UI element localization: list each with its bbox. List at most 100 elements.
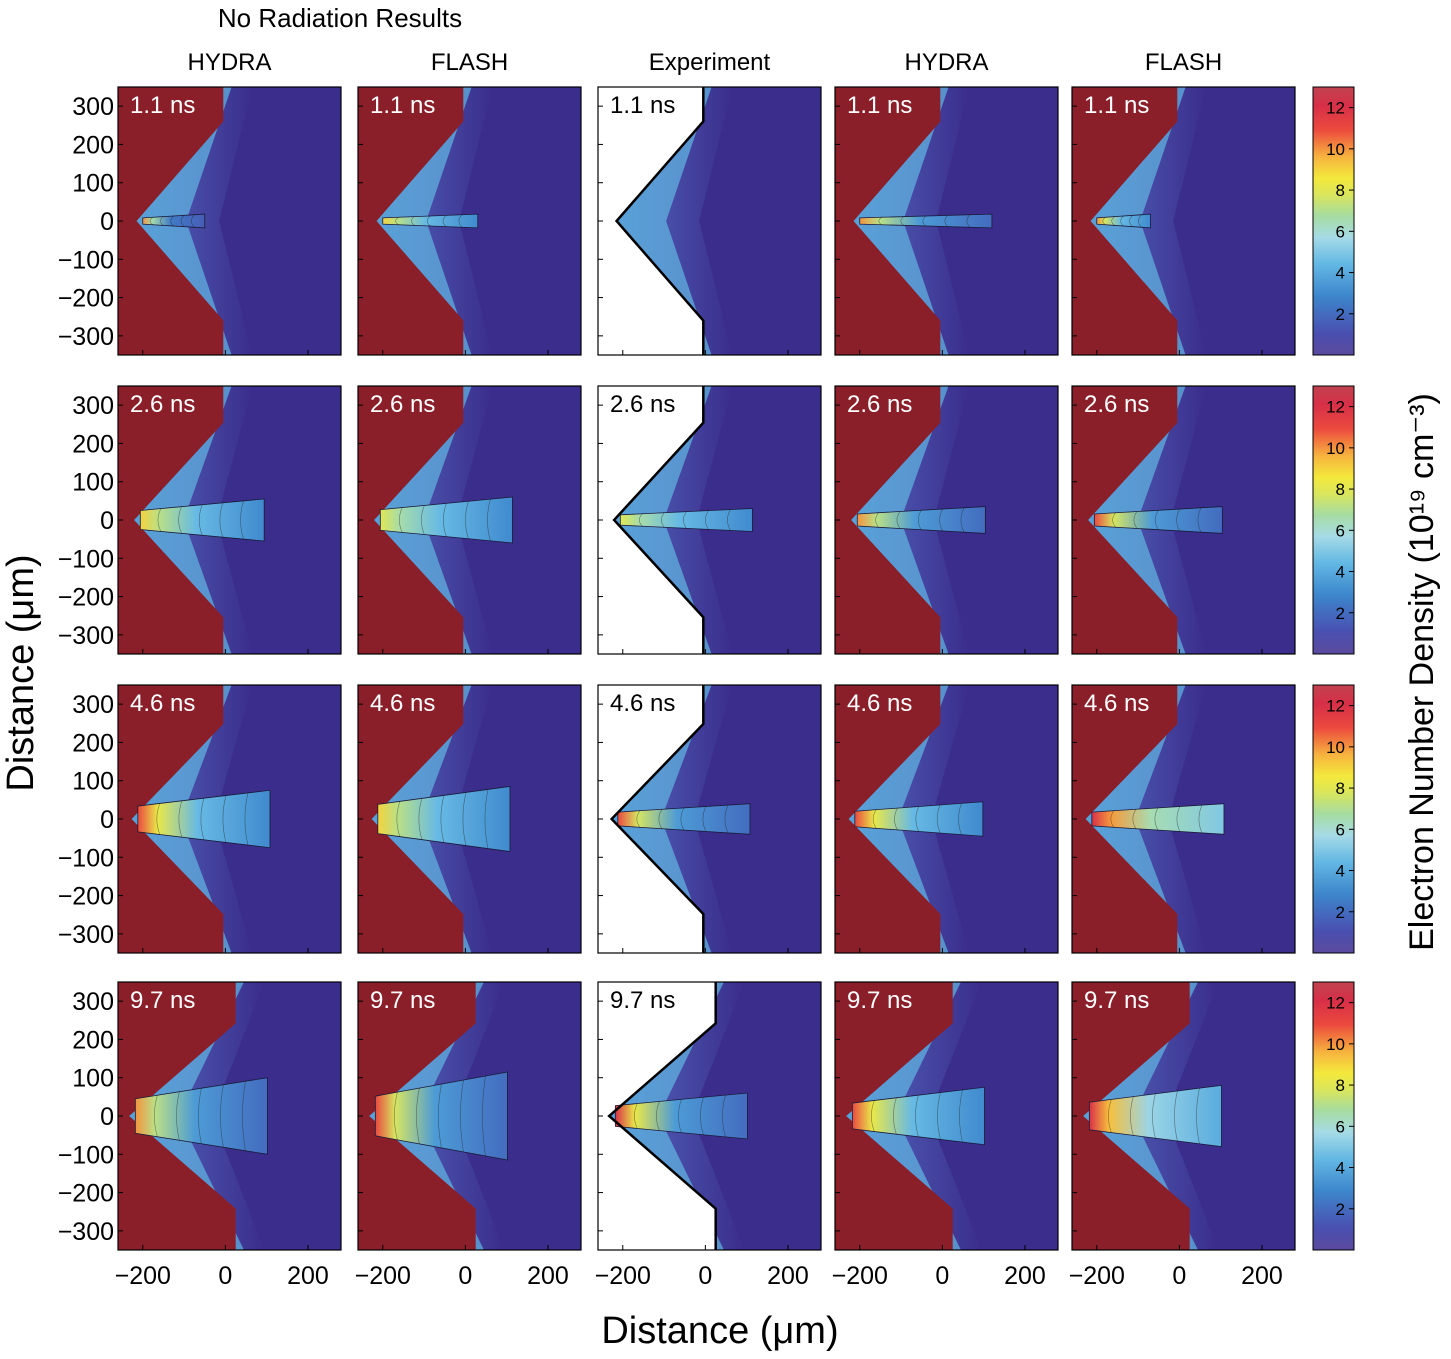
contour-line	[465, 501, 469, 539]
heatmap-panel: 4.6 ns	[835, 685, 1058, 953]
contour-line	[395, 217, 399, 225]
time-label: 1.1 ns	[370, 92, 435, 119]
colorbar-tick-label: 4	[1336, 264, 1345, 283]
dense-target-region	[835, 386, 941, 654]
contour-line	[191, 214, 195, 228]
time-label: 2.6 ns	[130, 391, 195, 418]
y-tick-label: −200	[58, 1180, 114, 1208]
contour-line	[460, 1079, 464, 1153]
time-label: 2.6 ns	[370, 391, 435, 418]
contour-line	[462, 792, 467, 846]
contour-line	[394, 1092, 398, 1140]
y-tick-label: −300	[58, 1218, 114, 1246]
colorbar-label: Electron Number Density (10¹⁹ cm⁻³)	[1403, 393, 1441, 951]
heatmap-panel: 4.6 ns	[358, 685, 581, 953]
contour-line	[440, 795, 445, 843]
x-tick-label: 200	[1241, 1262, 1283, 1290]
contour-line	[484, 789, 489, 849]
colorbar-tick-label: 12	[1326, 398, 1345, 417]
y-tick-label: −200	[58, 285, 114, 313]
colorbar-tick-label: 2	[1336, 1200, 1345, 1219]
jet-plume	[374, 1071, 508, 1161]
dense-target-region	[1072, 982, 1190, 1250]
colorbar-tick-label: 8	[1336, 1076, 1345, 1095]
x-tick-label: −200	[115, 1262, 171, 1290]
colorbar-tick-label: 8	[1336, 181, 1345, 200]
y-tick-label: 300	[72, 392, 114, 420]
heatmap-panel: 9.7 ns	[358, 982, 581, 1250]
x-tick-label: 0	[1172, 1262, 1186, 1290]
y-tick-label: −100	[58, 545, 114, 573]
jet-plume	[139, 498, 265, 542]
time-label: 4.6 ns	[1084, 690, 1149, 717]
dense-target-region	[118, 87, 224, 355]
y-tick-label: −100	[58, 844, 114, 872]
colorbar-tick-label: 6	[1336, 521, 1345, 540]
contour-line	[936, 804, 941, 834]
x-tick-label: 0	[458, 1262, 472, 1290]
contour-line	[875, 512, 879, 528]
target-wall-outline	[612, 386, 705, 654]
colorbar-tick-label: 6	[1336, 1117, 1345, 1136]
colorbar-tick-label: 10	[1326, 1035, 1345, 1054]
colorbar-tick-label: 10	[1326, 439, 1345, 458]
time-label: 4.6 ns	[370, 690, 435, 717]
time-label: 4.6 ns	[610, 690, 675, 717]
y-tick-label: 300	[72, 691, 114, 719]
time-label: 2.6 ns	[1084, 391, 1149, 418]
time-label: 1.1 ns	[1084, 92, 1149, 119]
time-label: 4.6 ns	[130, 690, 195, 717]
dense-target-region	[358, 87, 464, 355]
contour-line	[1176, 508, 1180, 532]
jet-plume	[619, 508, 753, 532]
contour-line	[178, 506, 182, 534]
figure-title: No Radiation Results	[218, 3, 462, 33]
colorbar-tick-label: 8	[1336, 779, 1345, 798]
heatmap-panel: 4.6 ns	[1072, 685, 1295, 953]
dense-target-region	[835, 87, 941, 355]
x-tick-label: 0	[218, 1262, 232, 1290]
contour-line	[915, 806, 920, 832]
contour-line	[1176, 806, 1181, 832]
heatmap-panel: 9.7 ns	[835, 982, 1058, 1250]
heatmap-panel: 4.6 ns	[598, 685, 821, 953]
dense-target-region	[358, 685, 464, 953]
y-tick-label: 200	[72, 729, 114, 757]
contour-line	[702, 806, 707, 832]
contour-line	[1196, 1088, 1200, 1144]
dense-target-region	[118, 685, 224, 953]
heatmap-panel: 1.1 ns	[118, 87, 341, 355]
contour-line	[1130, 1096, 1134, 1136]
contour-line	[658, 809, 663, 829]
contour-line	[656, 1101, 660, 1131]
time-label: 9.7 ns	[847, 987, 912, 1014]
contour-line	[1155, 510, 1159, 530]
jet-plume	[1093, 506, 1223, 534]
contour-line	[482, 1075, 486, 1157]
y-axis-label: Distance (μm)	[0, 554, 42, 791]
y-tick-label: 100	[72, 469, 114, 497]
contour-line	[1102, 217, 1106, 225]
contour-line	[154, 1095, 158, 1137]
heatmap-panel: 9.7 ns	[598, 982, 821, 1250]
contour-line	[220, 1084, 224, 1148]
contour-line	[242, 1081, 246, 1151]
contour-line	[636, 810, 641, 828]
unimaged-region	[598, 87, 704, 355]
y-tick-label: −300	[58, 921, 114, 949]
contour-line	[180, 215, 185, 227]
time-label: 9.7 ns	[1084, 987, 1149, 1014]
contour-line	[922, 215, 927, 227]
column-header: Experiment	[649, 49, 771, 76]
time-label: 1.1 ns	[130, 92, 195, 119]
contour-line	[678, 1099, 682, 1133]
heatmap-panel: 1.1 ns	[598, 87, 821, 355]
y-tick-label: −200	[58, 883, 114, 911]
y-tick-label: 0	[100, 806, 114, 834]
contour-line	[438, 1084, 442, 1148]
colorbar-tick-label: 8	[1336, 480, 1345, 499]
contour-line	[418, 798, 423, 840]
heatmap-panel: 9.7 ns	[1072, 982, 1295, 1250]
contour-line	[160, 216, 164, 226]
contour-line	[198, 504, 203, 536]
